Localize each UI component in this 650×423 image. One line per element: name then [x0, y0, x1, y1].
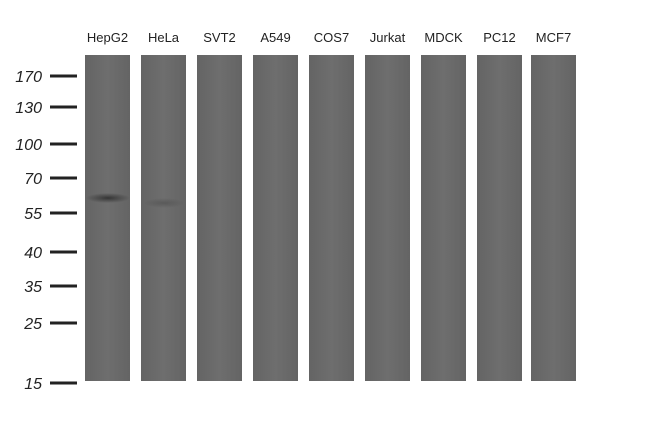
lane [421, 55, 466, 381]
lane-label: Jurkat [370, 30, 406, 45]
lane [477, 55, 522, 381]
marker-label: 70 [24, 171, 42, 188]
marker-label: 15 [24, 376, 42, 393]
marker-label: 55 [24, 206, 42, 223]
lane-label: COS7 [314, 30, 349, 45]
lane [531, 55, 576, 381]
lane-label: HeLa [148, 30, 180, 45]
marker-label: 130 [15, 100, 42, 117]
lane-label: PC12 [483, 30, 516, 45]
lane [197, 55, 242, 381]
lane [253, 55, 298, 381]
lanes: HepG2 HeLa SVT2 A549 COS7 Jurkat MDCK PC12 MCF7 [85, 30, 576, 381]
lane [309, 55, 354, 381]
marker-label: 100 [15, 137, 42, 154]
lane-label: MCF7 [536, 30, 571, 45]
lane-label: SVT2 [203, 30, 236, 45]
lane-label: A549 [260, 30, 290, 45]
markers: 170 130 100 70 55 40 35 25 15 [15, 69, 77, 393]
protein-band [144, 198, 184, 208]
lane [85, 55, 130, 381]
protein-band [86, 193, 130, 203]
marker-label: 25 [23, 316, 42, 333]
marker-label: 40 [24, 245, 42, 262]
marker-label: 35 [24, 279, 42, 296]
lane [141, 55, 186, 381]
lane [365, 55, 410, 381]
lane-label: MDCK [424, 30, 463, 45]
lane-label: HepG2 [87, 30, 128, 45]
marker-label: 170 [15, 69, 42, 86]
